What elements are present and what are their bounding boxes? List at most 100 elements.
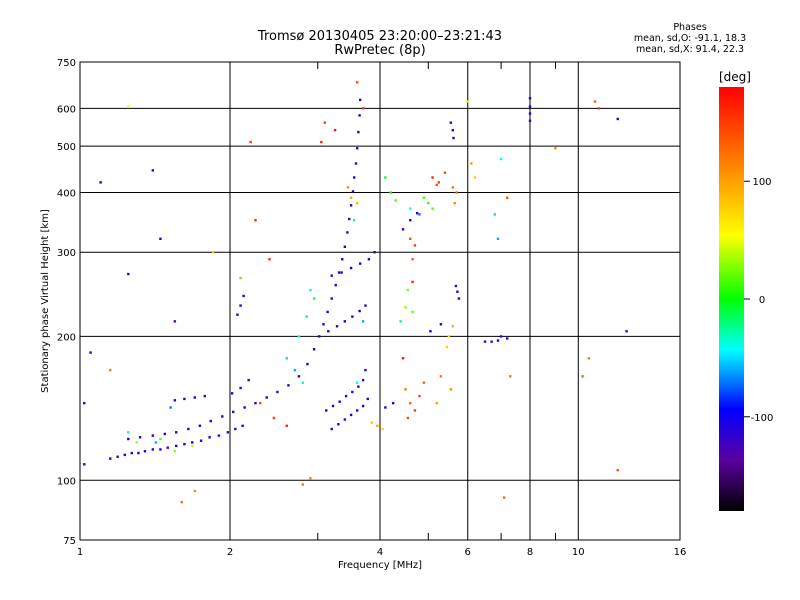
data-point [127,272,130,276]
data-point [127,431,130,434]
data-point [496,339,500,342]
data-point [183,442,186,446]
data-point [322,323,325,326]
data-point [490,340,493,343]
data-point [334,283,337,287]
y-tick-label: 500 [57,142,76,153]
data-point [325,409,328,412]
data-point [439,375,443,378]
x-axis-ticks: 1 2 4 6 8 10 16 [77,62,687,558]
data-point [616,117,619,121]
phase-heading: Phases [673,22,707,33]
data-point [456,290,459,293]
y-tick-label: 200 [57,332,76,343]
data-point [254,401,257,405]
data-point [230,392,234,395]
data-point [449,388,453,391]
data-point [349,266,353,270]
data-point [187,427,190,431]
data-point [163,432,167,436]
data-point [169,406,172,409]
colorbar-tick-label: -100 [751,413,774,424]
data-point [364,304,367,307]
data-point [327,330,330,333]
data-point [355,381,359,384]
data-point [326,310,329,314]
data-point [361,378,365,382]
data-point [451,128,455,132]
data-point [346,231,349,234]
data-point [581,375,584,378]
data-point [452,136,455,140]
data-point [333,128,337,132]
data-point [411,280,414,284]
data-point [358,262,362,265]
data-point [505,337,509,340]
data-point [401,228,405,231]
data-point [232,410,235,414]
data-point [406,288,410,292]
y-tick-label: 600 [57,104,76,115]
data-point [593,100,597,103]
data-point [348,217,351,221]
data-point [285,424,288,428]
data-point [335,325,339,328]
data-point [297,335,301,338]
data-point [597,107,601,110]
data-point [259,401,262,405]
data-point [116,455,119,458]
data-point [453,201,456,205]
data-point [373,251,376,254]
data-point [341,258,344,261]
data-point [470,162,473,165]
data-point [285,357,288,360]
data-point [351,390,354,394]
data-point [358,309,361,313]
data-point [473,176,477,179]
data-point [528,96,532,100]
data-point [159,237,162,241]
data-point [309,477,312,480]
data-point [499,157,503,161]
data-point [483,340,487,343]
data-point [437,181,441,184]
data-point [175,444,178,448]
data-point [234,427,237,431]
data-point [83,463,86,466]
data-point [364,368,367,372]
data-point [351,315,354,318]
scatter-points [83,81,628,504]
data-point [243,406,246,409]
data-point [399,320,402,323]
data-point [409,219,412,222]
colorbar-label: [deg] [719,70,751,84]
data-point [330,297,333,300]
data-point [361,404,365,408]
data-point [239,276,242,280]
data-point [435,183,438,187]
data-point [83,401,86,405]
data-point [508,375,512,378]
data-point [625,330,628,333]
x-tick-label: 16 [674,547,687,558]
data-point [431,176,434,179]
data-point [191,444,194,448]
data-point [411,310,414,314]
data-point [429,330,432,333]
data-point [151,448,155,451]
data-point [439,323,443,326]
data-point [528,119,532,123]
data-point [391,401,395,405]
data-point [198,424,202,428]
data-point [317,335,321,338]
y-tick-label: 100 [57,476,76,487]
y-tick-label: 75 [63,536,76,547]
data-point [343,245,347,248]
data-point [203,394,206,398]
data-point [109,368,112,372]
data-point [183,397,186,401]
data-point [351,190,355,193]
data-point [343,320,347,323]
data-point [247,378,250,382]
